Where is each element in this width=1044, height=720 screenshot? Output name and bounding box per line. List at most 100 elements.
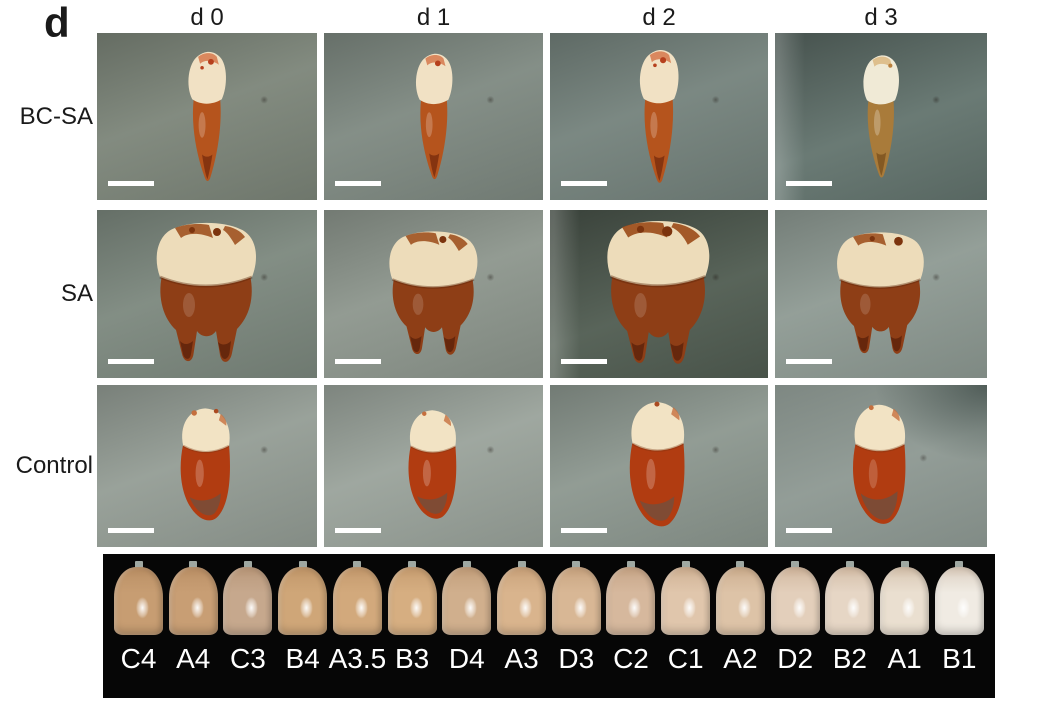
shade-tooth	[606, 567, 656, 635]
crown-stain	[443, 414, 451, 427]
occlusal-stain-dot	[869, 235, 875, 241]
shade-label: A3.5	[328, 643, 387, 674]
photo-control-d0	[97, 385, 317, 547]
shade-slot: B4	[276, 561, 329, 698]
shade-tooth	[661, 567, 711, 635]
shade-slot: C2	[604, 561, 657, 698]
occlusal-stain-dot	[438, 235, 446, 243]
occlusal-stain	[622, 222, 668, 238]
occlusal-stain-dot	[213, 228, 221, 236]
shade-slot: A4	[167, 561, 220, 698]
tooth-root-tip	[890, 335, 902, 351]
row-label-control: Control	[15, 452, 93, 479]
crown-stain-dot	[213, 408, 219, 414]
gloss-highlight	[634, 292, 647, 318]
cervical-shadow	[632, 442, 684, 452]
occlusal-stain-dot	[636, 225, 645, 233]
occlusal-stain	[671, 223, 701, 245]
crown-stain-dot	[868, 405, 874, 411]
shade-holder-tab	[298, 561, 307, 568]
scale-bar	[108, 359, 154, 364]
shade-label: D3	[558, 643, 595, 674]
shade-label: B1	[942, 643, 977, 674]
shade-label: A3	[504, 643, 539, 674]
shade-label: B2	[832, 643, 867, 674]
tooth-image-molar	[607, 220, 710, 364]
tooth-root-tip	[670, 342, 684, 361]
shade-holder-tab	[517, 561, 526, 568]
shade-tooth	[770, 567, 820, 635]
crown-stain-dot	[191, 410, 197, 416]
shade-slot: D2	[769, 561, 822, 698]
shade-holder-tab	[243, 561, 252, 568]
shade-holder-tab	[353, 561, 362, 568]
shade-label: C2	[613, 643, 649, 674]
shade-label: B3	[394, 643, 430, 674]
shade-label: D2	[777, 643, 814, 674]
shade-holder-tab	[626, 561, 635, 568]
tooth-crown	[188, 51, 227, 104]
shade-label: A1	[887, 643, 922, 674]
shade-holder-tab	[736, 561, 745, 568]
shade-guide-strip: C4 A4 C3 B4 A3.5 B3 D4 A3 D3 C2 C1 A2 D2…	[103, 554, 995, 698]
scale-bar	[786, 359, 832, 364]
tooth-crown	[409, 410, 456, 453]
tooth-root-tip	[218, 341, 231, 359]
tooth-crown	[854, 404, 906, 452]
crown-stain-dot	[660, 56, 667, 63]
shade-holder-tab	[134, 561, 143, 568]
shade-slot: B2	[823, 561, 876, 698]
shade-holder-tab	[572, 561, 581, 568]
root-mottle	[416, 492, 447, 514]
shade-tooth	[332, 567, 382, 635]
scale-bar	[335, 181, 381, 186]
tooth-image-molar	[388, 230, 477, 355]
tooth-crown	[415, 53, 452, 104]
tooth-root-tip	[202, 153, 213, 179]
shade-tooth	[168, 567, 218, 635]
tooth-crown	[182, 408, 230, 453]
occlusal-stain-dot	[894, 236, 903, 246]
tooth-image-premolar	[188, 51, 227, 181]
crown-stain-dot	[654, 401, 660, 407]
scale-bar	[786, 181, 832, 186]
photo-bcsa-d1	[324, 33, 543, 200]
gloss-highlight	[874, 109, 881, 136]
row-label-bcsa: BC-SA	[19, 102, 93, 130]
shade-holder-tab	[791, 561, 800, 568]
shade-slot: C4	[112, 561, 165, 698]
shade-holder-tab	[681, 561, 690, 568]
column-header-d0: d 0	[190, 4, 224, 31]
shade-slot: D4	[440, 561, 493, 698]
scale-bar	[561, 359, 607, 364]
photo-control-d2	[550, 385, 768, 547]
panel-letter: d	[44, 0, 70, 46]
shade-slot: A3	[495, 561, 548, 698]
root-mottle	[639, 496, 675, 521]
tooth-crown	[837, 231, 924, 288]
crown-stain-dot	[207, 58, 214, 65]
crown-stain-dot	[888, 63, 893, 68]
occlusal-stain-dot	[189, 227, 195, 233]
tooth-image-control	[629, 401, 685, 527]
shade-label: D4	[448, 643, 485, 674]
cervical-shadow	[182, 444, 230, 454]
shade-holder-tab	[189, 561, 198, 568]
photo-bcsa-d2	[550, 33, 768, 200]
shade-tooth	[825, 567, 875, 635]
tooth-root-tip	[409, 335, 422, 352]
shade-tooth	[934, 567, 984, 635]
cervical-shadow	[610, 275, 706, 288]
photo-sa-d0	[97, 210, 317, 378]
column-header-d3: d 3	[864, 4, 898, 31]
occlusal-stain	[853, 232, 887, 246]
gloss-highlight	[412, 293, 423, 315]
shade-holder-tab	[845, 561, 854, 568]
shade-slot: A1	[878, 561, 931, 698]
shade-label: C4	[120, 643, 157, 674]
crown-stain	[671, 407, 680, 421]
shade-slot: B3	[386, 561, 439, 698]
tooth-root-tip	[876, 151, 887, 176]
cervical-shadow	[839, 277, 921, 289]
scale-bar	[561, 181, 607, 186]
